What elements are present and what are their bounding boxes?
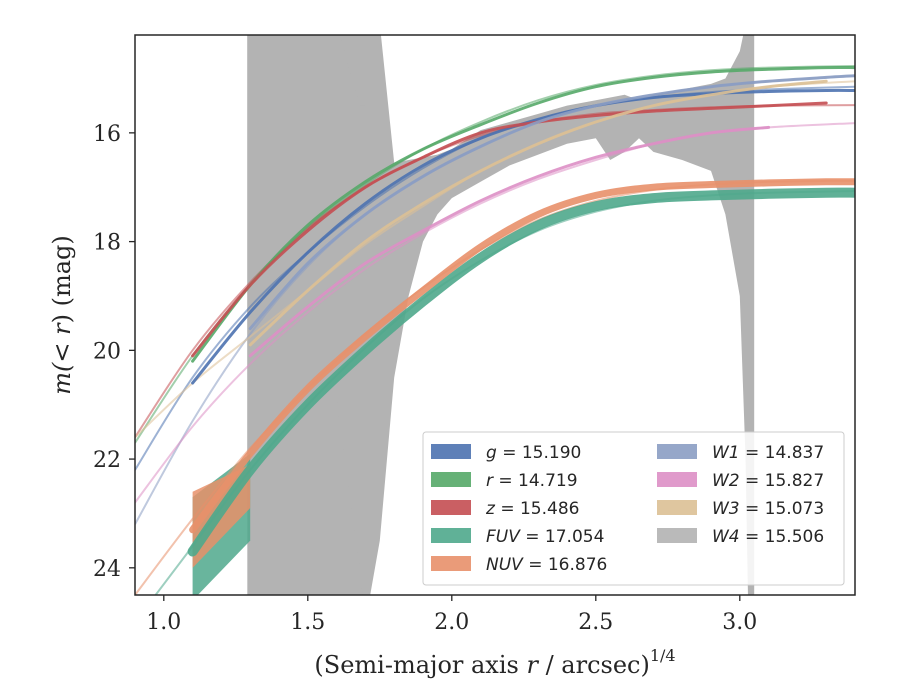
- series-curve-w1: [248, 74, 855, 331]
- legend-swatch: [431, 472, 471, 487]
- legend-label: W1 = 14.837: [712, 443, 824, 463]
- legend-label: z = 15.486: [485, 499, 579, 519]
- legend-entry-r: r = 14.719: [431, 471, 578, 491]
- legend-swatch: [431, 444, 471, 459]
- x-axis: 1.0 1.5 2.0 2.5 3.0: [146, 595, 757, 635]
- x-tick-label: 2.5: [578, 610, 613, 635]
- legend-label: NUV = 16.876: [486, 555, 607, 575]
- legend-swatch: [431, 500, 471, 515]
- plot-area: [135, 35, 855, 595]
- x-tick-label: 3.0: [722, 610, 757, 635]
- legend-entry-w1: W1 = 14.837: [657, 443, 824, 463]
- x-tick-label: 1.0: [146, 610, 181, 635]
- legend: g = 15.190 r = 14.719 z = 15.486 FUV = 17.0…: [422, 431, 845, 586]
- x-axis-label: (Semi-major axis r / arcsec)1/4: [314, 646, 675, 679]
- legend-entry-g: g = 15.190: [431, 443, 581, 463]
- legend-label: W2 = 15.827: [712, 471, 824, 491]
- legend-entry-nuv: NUV = 16.876: [431, 555, 607, 575]
- legend-swatch: [657, 528, 697, 543]
- y-tick-label: 20: [93, 339, 121, 364]
- legend-label: W4 = 15.506: [712, 527, 824, 547]
- y-tick-label: 18: [93, 231, 121, 256]
- y-tick-label: 24: [93, 557, 121, 582]
- legend-label: W3 = 15.073: [712, 499, 824, 519]
- series-curve-z: [191, 101, 828, 358]
- legend-entry-w3: W3 = 15.073: [657, 499, 824, 519]
- legend-swatch: [431, 528, 471, 543]
- y-tick-label: 16: [93, 122, 121, 147]
- series-curve-r: [191, 65, 855, 363]
- legend-entry-w4: W4 = 15.506: [657, 527, 824, 547]
- legend-swatch: [657, 444, 697, 459]
- legend-entry-fuv: FUV = 17.054: [431, 527, 604, 547]
- y-axis: 16 18 20 22 24: [93, 122, 135, 582]
- legend-swatch: [657, 500, 697, 515]
- series-curve-nuv: [189, 178, 855, 534]
- plot-frame: [134, 34, 856, 596]
- series-curve-w3: [248, 79, 828, 347]
- y-axis-label: m(< r) (mag): [48, 235, 76, 395]
- x-tick-label: 2.0: [434, 610, 469, 635]
- x-tick-label: 1.5: [290, 610, 325, 635]
- series-curve-w2: [248, 125, 771, 358]
- legend-label: FUV = 17.054: [486, 527, 604, 547]
- legend-swatch: [431, 556, 471, 571]
- legend-entry-w2: W2 = 15.827: [657, 471, 824, 491]
- w4-band-left: [247, 35, 366, 595]
- y-tick-label: 22: [93, 448, 121, 473]
- legend-entry-z: z = 15.486: [431, 499, 579, 519]
- legend-label: g = 15.190: [486, 443, 581, 463]
- legend-swatch: [657, 472, 697, 487]
- series-curve-fuv: [187, 187, 855, 557]
- legend-label: r = 14.719: [486, 471, 578, 491]
- legend-box: [422, 431, 845, 586]
